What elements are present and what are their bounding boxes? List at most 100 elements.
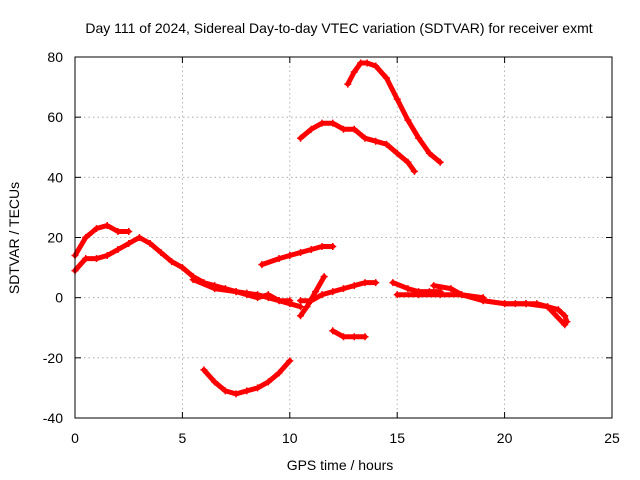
- y-axis-label: SDTVAR / TECUs: [6, 182, 22, 294]
- data-point: [361, 333, 369, 341]
- data-point: [221, 387, 229, 395]
- data-point: [404, 285, 412, 293]
- plot-frame: [74, 56, 613, 419]
- x-tick-label: 5: [179, 430, 187, 446]
- data-point: [415, 291, 423, 299]
- chart-title: Day 111 of 2024, Sidereal Day-to-day VTE…: [85, 20, 592, 36]
- x-tick-label: 25: [604, 430, 620, 446]
- data-point: [350, 282, 358, 290]
- data-point: [361, 279, 369, 287]
- data-point: [363, 59, 371, 67]
- data-point: [92, 255, 100, 263]
- data-point: [340, 333, 347, 341]
- data-point: [372, 279, 380, 287]
- data-point: [286, 252, 294, 260]
- data-point: [372, 62, 380, 70]
- data-point: [82, 255, 90, 263]
- series-trace-7: [297, 119, 418, 175]
- data-point: [430, 282, 438, 290]
- data-point: [415, 134, 423, 142]
- data-point: [232, 288, 240, 296]
- series-trace-3: [189, 276, 305, 311]
- data-point: [125, 240, 133, 248]
- data-point: [320, 273, 328, 281]
- data-point: [254, 294, 262, 302]
- data-point: [103, 221, 111, 229]
- data-point: [350, 333, 358, 341]
- data-point: [286, 357, 294, 365]
- data-point: [264, 291, 272, 299]
- data-point: [329, 288, 337, 296]
- x-axis-label: GPS time / hours: [287, 457, 394, 473]
- data-point: [275, 297, 283, 305]
- data-point: [286, 300, 294, 308]
- x-tick-label: 0: [71, 430, 79, 446]
- y-tick-label: 20: [47, 230, 63, 246]
- data-point: [544, 303, 552, 311]
- data-point: [404, 158, 412, 166]
- data-point: [258, 261, 266, 269]
- data-point: [82, 234, 90, 241]
- data-point: [297, 249, 305, 257]
- y-tick-label: 80: [47, 49, 63, 65]
- axis-ticks: 0 5 10 15 20 25 -40 -20 0 20 40 60 80: [43, 49, 620, 446]
- data-point: [410, 167, 418, 175]
- data-point: [297, 134, 305, 142]
- data-point: [329, 327, 337, 335]
- data-point: [318, 291, 326, 299]
- data-point: [275, 369, 283, 377]
- series-trace-10: [344, 59, 444, 166]
- data-point: [307, 297, 315, 305]
- data-point: [501, 300, 509, 308]
- data-point: [275, 255, 283, 263]
- series-trace-4: [200, 357, 294, 398]
- grid: [75, 57, 612, 418]
- data-point: [297, 303, 305, 311]
- series-trace: [298, 120, 417, 174]
- data-point: [264, 378, 272, 386]
- data-point: [329, 119, 337, 127]
- data-point: [361, 134, 369, 142]
- data-point: [393, 149, 401, 157]
- data-point: [307, 246, 315, 254]
- data-point: [146, 240, 154, 248]
- x-tick-label: 10: [282, 430, 298, 446]
- data-point: [211, 378, 219, 386]
- series-trace: [72, 223, 132, 258]
- data-point: [344, 80, 352, 88]
- data-point: [157, 249, 165, 257]
- data-point: [561, 321, 569, 329]
- data-point: [318, 243, 326, 251]
- data-point: [340, 285, 347, 293]
- data-point: [350, 125, 358, 133]
- series-trace-14: [479, 297, 569, 329]
- data-point: [103, 252, 111, 260]
- data-point: [372, 137, 380, 145]
- data-point: [303, 303, 311, 311]
- data-point: [114, 246, 122, 254]
- data-point: [340, 125, 347, 133]
- data-point: [522, 300, 530, 308]
- data-point: [125, 227, 133, 235]
- data-point: [232, 390, 240, 398]
- data-point: [200, 366, 208, 374]
- data-point: [178, 264, 186, 272]
- y-tick-label: 40: [47, 169, 63, 185]
- data-point: [436, 291, 444, 299]
- data-point: [297, 297, 305, 305]
- data-point: [382, 140, 390, 148]
- series-trace-2: [71, 234, 294, 305]
- data-point: [329, 243, 337, 251]
- series-trace: [330, 328, 368, 340]
- data-point: [447, 285, 455, 293]
- y-tick-label: 60: [47, 109, 63, 125]
- x-tick-label: 15: [389, 430, 405, 446]
- data-point: [189, 276, 197, 284]
- data-point: [425, 149, 433, 157]
- series-trace-1: [71, 221, 133, 260]
- data-point: [312, 288, 320, 296]
- data-point: [389, 279, 397, 287]
- y-tick-label: 0: [55, 290, 63, 306]
- data-point: [561, 312, 569, 320]
